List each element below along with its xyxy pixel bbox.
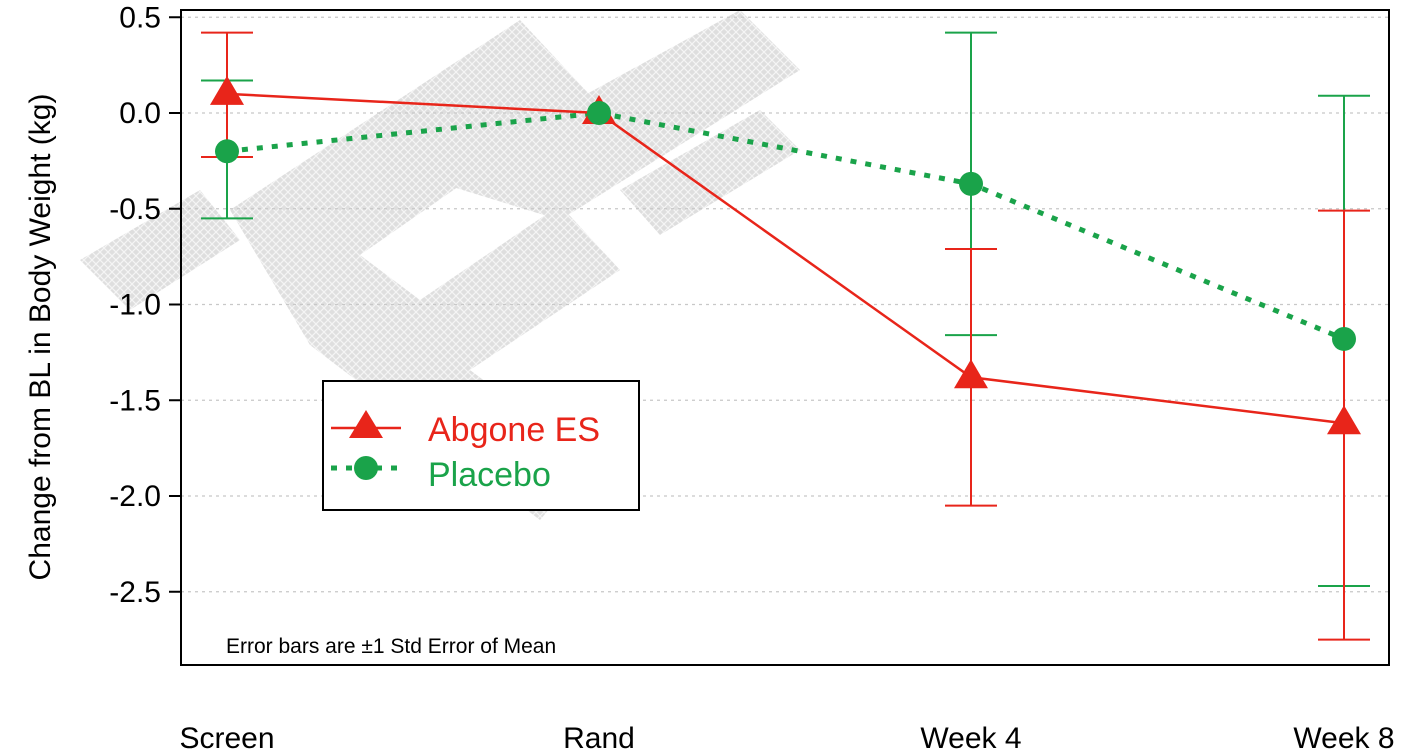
legend-circle-icon [354, 456, 378, 480]
series-layer [201, 31, 1370, 641]
x-tick-label: Week 4 [920, 722, 1021, 755]
y-tick-label: 0.0 [119, 97, 161, 130]
data-point-abgone [210, 75, 244, 105]
y-tick-label: -2.0 [109, 480, 161, 513]
x-tick-label: Rand [563, 722, 635, 755]
series-line-abgone [226, 92, 1345, 425]
data-point-abgone [954, 359, 988, 389]
legend: Abgone ES Placebo [322, 380, 640, 511]
data-point-placebo [215, 139, 239, 164]
y-axis: 0.5 0.0 -0.5 -1.0 -1.5 -2.0 -2.5 [109, 1, 181, 609]
y-tick-label: -2.5 [109, 576, 161, 609]
legend-box [322, 380, 640, 511]
y-tick-label: -1.5 [109, 384, 161, 417]
y-tick-label: -1.0 [109, 289, 161, 322]
x-tick-label: Screen [179, 722, 274, 755]
error-bar-note: Error bars are ±1 Std Error of Mean [226, 635, 556, 658]
data-point-placebo [587, 101, 611, 125]
legend-label-abgone: Abgone ES [428, 411, 600, 449]
grid-lines [181, 16, 1389, 593]
x-tick-label: Week 8 [1293, 722, 1394, 755]
plot-frame [180, 9, 1390, 666]
y-axis-title: Change from BL in Body Weight (kg) [24, 94, 57, 581]
legend-label-placebo: Placebo [428, 456, 551, 494]
data-point-placebo [1332, 326, 1356, 351]
data-point-placebo [959, 171, 983, 196]
y-tick-label: -0.5 [109, 193, 161, 226]
legend-triangle-icon [349, 410, 383, 438]
y-tick-label: 0.5 [119, 1, 161, 34]
x-axis-labels: Screen Rand Week 4 Week 8 [179, 722, 1394, 755]
data-point-abgone [1327, 405, 1361, 435]
